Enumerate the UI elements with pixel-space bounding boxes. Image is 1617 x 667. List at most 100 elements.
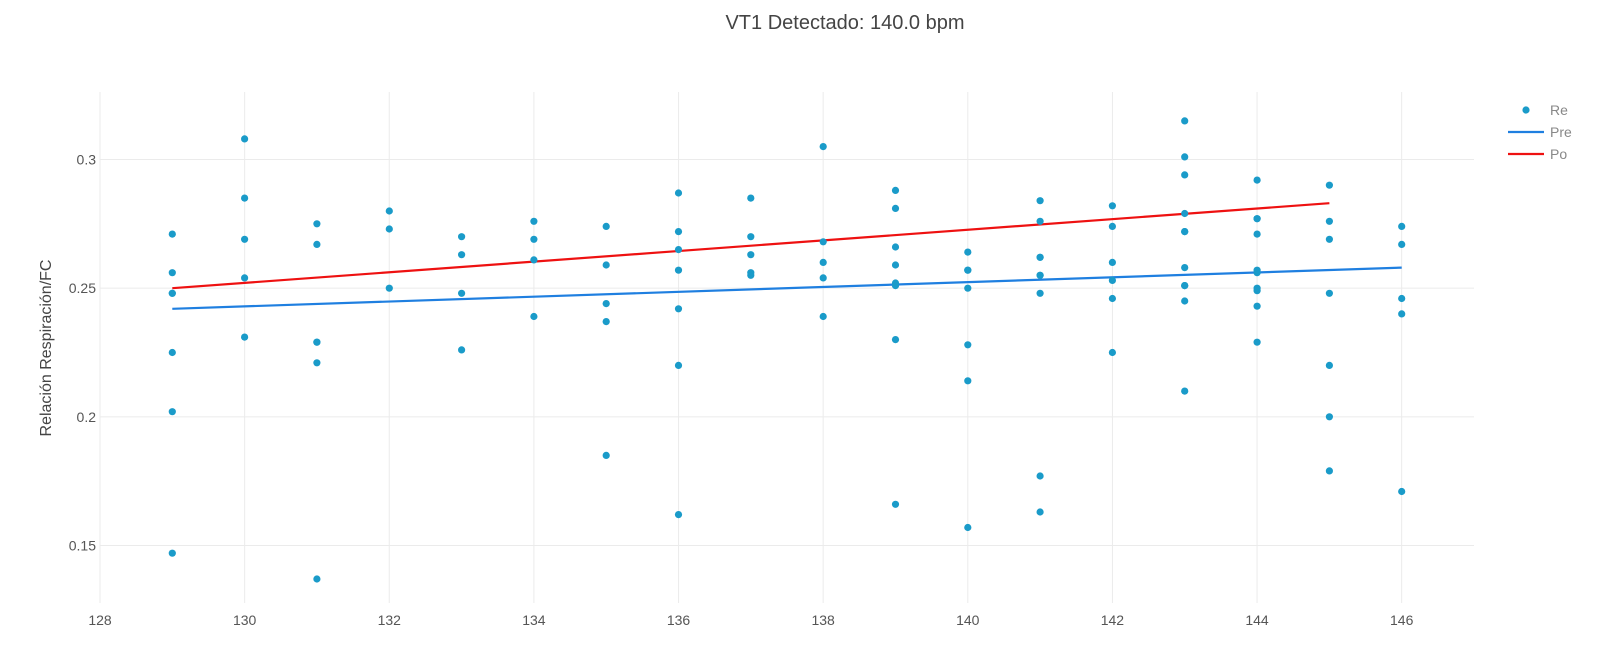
data-point bbox=[1398, 222, 1406, 230]
data-point bbox=[1398, 294, 1406, 303]
data-point bbox=[674, 246, 683, 254]
data-point bbox=[1253, 287, 1261, 295]
axis-ticks: 128 130 132 134 136 138 140 142 144 146 0.15 0.2 0.2… bbox=[69, 152, 1414, 629]
data-point bbox=[891, 500, 900, 508]
data-point bbox=[1181, 209, 1189, 218]
data-point bbox=[1325, 181, 1333, 189]
data-point bbox=[1398, 310, 1406, 318]
data-point bbox=[891, 261, 900, 269]
y-axis-title: Relación Respiración/FC bbox=[38, 260, 55, 437]
data-point bbox=[1181, 297, 1189, 305]
data-point bbox=[1036, 289, 1044, 297]
data-point bbox=[313, 338, 321, 346]
data-point bbox=[168, 269, 176, 277]
data-point bbox=[313, 359, 321, 367]
data-point bbox=[891, 282, 900, 290]
legend[interactable]: Re Pre Po bbox=[1508, 102, 1572, 162]
data-point bbox=[313, 220, 321, 228]
data-point bbox=[1181, 153, 1189, 161]
data-point bbox=[385, 225, 393, 233]
data-point bbox=[1253, 215, 1261, 223]
data-point bbox=[964, 523, 972, 532]
data-point bbox=[1325, 361, 1333, 369]
y-tick-label: 0.25 bbox=[69, 280, 96, 296]
data-point bbox=[458, 346, 466, 354]
y-tick-label: 0.2 bbox=[77, 409, 97, 425]
data-point bbox=[1108, 276, 1116, 284]
legend-label: Re bbox=[1550, 102, 1568, 118]
data-point bbox=[1181, 282, 1189, 290]
grid bbox=[99, 92, 1474, 603]
data-point bbox=[819, 258, 827, 266]
data-point bbox=[1325, 413, 1333, 421]
data-point bbox=[168, 408, 176, 416]
data-point bbox=[241, 274, 249, 282]
data-point bbox=[964, 266, 972, 274]
data-point bbox=[964, 341, 972, 349]
data-point bbox=[964, 377, 972, 385]
x-tick-label: 132 bbox=[378, 612, 402, 628]
data-point bbox=[674, 305, 683, 313]
data-point bbox=[674, 361, 683, 369]
data-point bbox=[313, 240, 321, 248]
data-point bbox=[1036, 197, 1044, 205]
data-point bbox=[1108, 348, 1116, 357]
data-point bbox=[964, 284, 972, 292]
data-point bbox=[1108, 294, 1116, 303]
data-point bbox=[1325, 217, 1333, 225]
data-point bbox=[530, 217, 538, 225]
data-point bbox=[241, 333, 249, 341]
x-tick-label: 140 bbox=[956, 612, 980, 628]
data-point bbox=[1036, 253, 1044, 261]
legend-item[interactable]: Po bbox=[1508, 146, 1567, 162]
data-point bbox=[1036, 217, 1044, 225]
data-point bbox=[1181, 171, 1189, 179]
data-point bbox=[530, 256, 538, 264]
x-tick-label: 142 bbox=[1101, 612, 1125, 628]
legend-label: Po bbox=[1550, 146, 1567, 162]
series-line-2 bbox=[172, 202, 1330, 290]
legend-item[interactable]: Re bbox=[1522, 102, 1568, 118]
data-point bbox=[819, 312, 827, 321]
data-point bbox=[1253, 338, 1261, 346]
data-point bbox=[1253, 230, 1261, 238]
data-point bbox=[819, 143, 827, 151]
data-point bbox=[1036, 472, 1044, 480]
data-point bbox=[1253, 269, 1261, 277]
data-point bbox=[602, 318, 610, 326]
y-tick-label: 0.15 bbox=[69, 538, 96, 554]
data-point bbox=[819, 238, 827, 246]
data-point bbox=[1036, 508, 1044, 516]
data-point bbox=[530, 235, 538, 243]
x-tick-label: 130 bbox=[233, 612, 257, 628]
data-point bbox=[241, 235, 249, 243]
data-point bbox=[747, 271, 755, 279]
data-point bbox=[747, 194, 755, 202]
legend-item[interactable]: Pre bbox=[1508, 124, 1572, 140]
chart-title: VT1 Detectado: 140.0 bpm bbox=[725, 12, 964, 34]
data-point bbox=[674, 189, 683, 197]
data-point bbox=[674, 510, 683, 519]
data-point bbox=[891, 204, 900, 212]
data-point bbox=[1325, 289, 1333, 297]
data-point bbox=[1325, 467, 1333, 475]
data-point bbox=[530, 312, 538, 321]
x-tick-label: 144 bbox=[1245, 612, 1269, 628]
data-point bbox=[1398, 240, 1406, 248]
data-point bbox=[1398, 487, 1406, 496]
data-point bbox=[747, 233, 755, 241]
data-point bbox=[1181, 387, 1189, 395]
data-point bbox=[602, 222, 610, 230]
data-point bbox=[1181, 228, 1189, 236]
data-point bbox=[891, 186, 900, 194]
data-point bbox=[819, 274, 827, 282]
data-point bbox=[458, 251, 466, 259]
x-tick-label: 128 bbox=[88, 612, 112, 628]
data-point bbox=[168, 230, 176, 238]
data-point bbox=[891, 243, 900, 251]
data-point bbox=[313, 575, 321, 583]
data-point bbox=[1181, 117, 1189, 125]
data-point bbox=[1036, 271, 1044, 279]
